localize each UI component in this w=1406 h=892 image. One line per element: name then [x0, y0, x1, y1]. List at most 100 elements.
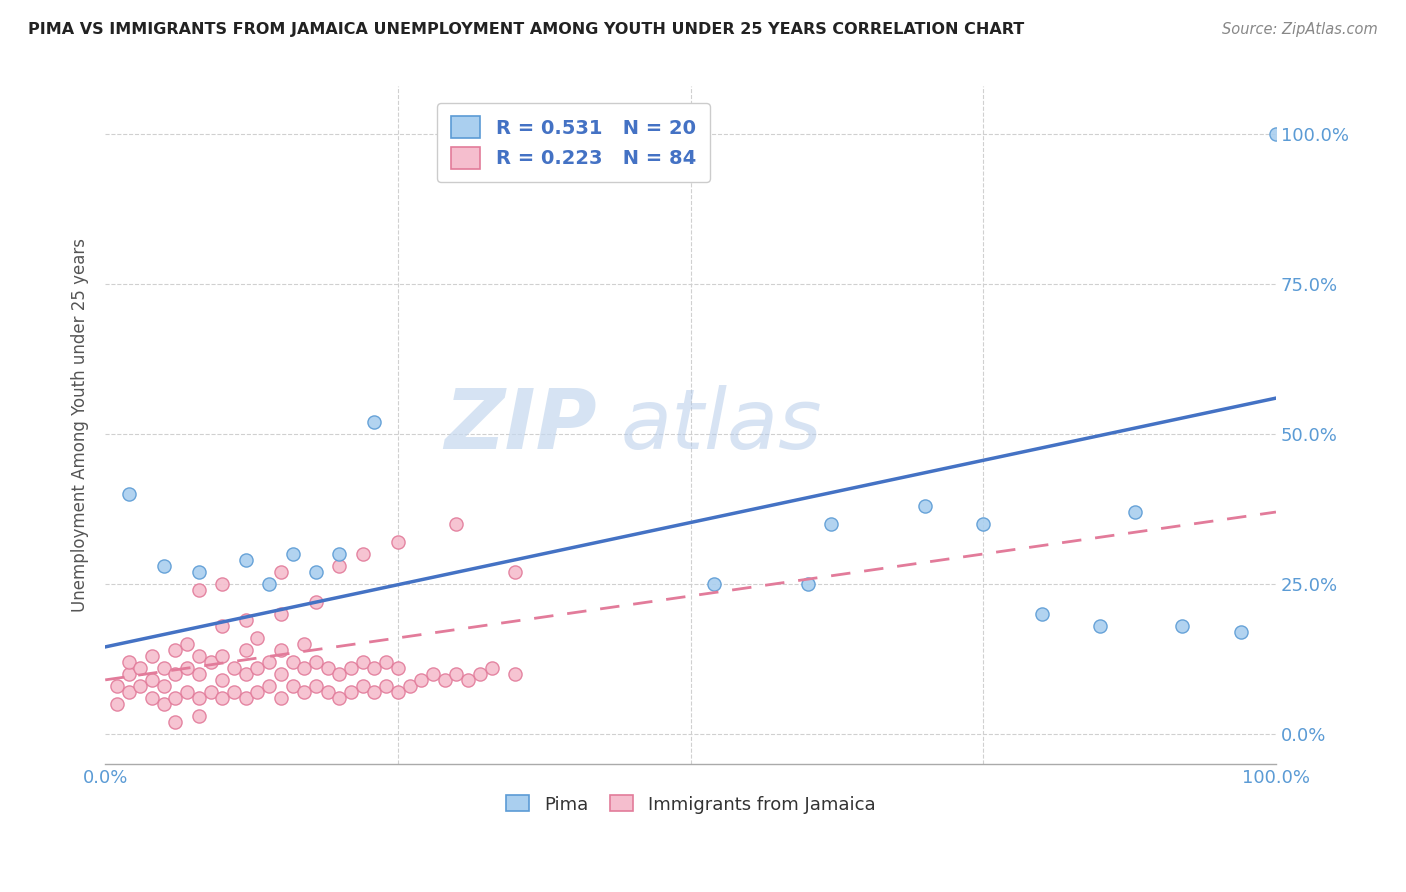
Point [305, 595, 328, 609]
Point [316, 685, 339, 699]
Text: ZIP: ZIP [444, 384, 598, 466]
Point [1230, 624, 1253, 639]
Point [316, 661, 339, 675]
Point [503, 666, 526, 681]
Point [117, 655, 139, 669]
Point [129, 679, 152, 693]
Point [152, 661, 174, 675]
Point [352, 655, 374, 669]
Point [328, 547, 350, 561]
Point [281, 679, 304, 693]
Point [387, 661, 409, 675]
Point [187, 666, 209, 681]
Point [165, 666, 187, 681]
Point [503, 565, 526, 579]
Point [105, 679, 128, 693]
Point [187, 565, 209, 579]
Point [200, 655, 222, 669]
Point [1171, 619, 1194, 633]
Point [352, 547, 374, 561]
Legend: Pima, Immigrants from Jamaica: Pima, Immigrants from Jamaica [496, 786, 884, 822]
Point [292, 637, 315, 651]
Point [117, 685, 139, 699]
Point [187, 648, 209, 663]
Point [246, 631, 269, 645]
Point [141, 673, 163, 687]
Point [129, 661, 152, 675]
Point [211, 619, 233, 633]
Point [305, 679, 328, 693]
Point [703, 577, 725, 591]
Point [422, 666, 444, 681]
Point [305, 565, 328, 579]
Point [270, 643, 292, 657]
Point [211, 690, 233, 705]
Point [235, 690, 257, 705]
Point [387, 535, 409, 549]
Point [820, 516, 842, 531]
Point [363, 685, 385, 699]
Point [246, 685, 269, 699]
Point [152, 559, 174, 574]
Point [235, 553, 257, 567]
Point [446, 516, 468, 531]
Point [352, 679, 374, 693]
Point [340, 685, 363, 699]
Point [481, 661, 503, 675]
Point [1031, 607, 1053, 621]
Point [152, 679, 174, 693]
Point [235, 643, 257, 657]
Point [796, 577, 818, 591]
Point [200, 685, 222, 699]
Point [270, 666, 292, 681]
Point [257, 655, 280, 669]
Point [187, 582, 209, 597]
Point [187, 690, 209, 705]
Point [468, 666, 491, 681]
Text: PIMA VS IMMIGRANTS FROM JAMAICA UNEMPLOYMENT AMONG YOUTH UNDER 25 YEARS CORRELAT: PIMA VS IMMIGRANTS FROM JAMAICA UNEMPLOY… [28, 22, 1025, 37]
Point [1090, 619, 1112, 633]
Point [211, 577, 233, 591]
Point [972, 516, 994, 531]
Point [176, 685, 198, 699]
Point [235, 613, 257, 627]
Point [222, 685, 245, 699]
Point [141, 648, 163, 663]
Point [211, 673, 233, 687]
Point [411, 673, 433, 687]
Point [1265, 128, 1288, 142]
Point [270, 690, 292, 705]
Point [141, 690, 163, 705]
Point [270, 565, 292, 579]
Point [257, 577, 280, 591]
Text: Source: ZipAtlas.com: Source: ZipAtlas.com [1222, 22, 1378, 37]
Point [105, 697, 128, 711]
Point [176, 637, 198, 651]
Point [375, 679, 398, 693]
Point [292, 685, 315, 699]
Point [433, 673, 456, 687]
Point [222, 661, 245, 675]
Point [246, 661, 269, 675]
Point [292, 661, 315, 675]
Point [281, 547, 304, 561]
Point [328, 559, 350, 574]
Point [257, 679, 280, 693]
Point [363, 661, 385, 675]
Point [328, 666, 350, 681]
Point [165, 690, 187, 705]
Point [363, 415, 385, 429]
Point [328, 690, 350, 705]
Point [914, 499, 936, 513]
Point [211, 648, 233, 663]
Point [117, 666, 139, 681]
Point [270, 607, 292, 621]
Point [305, 655, 328, 669]
Point [281, 655, 304, 669]
Point [375, 655, 398, 669]
Point [457, 673, 479, 687]
Point [165, 714, 187, 729]
Point [165, 643, 187, 657]
Point [117, 487, 139, 501]
Point [446, 666, 468, 681]
